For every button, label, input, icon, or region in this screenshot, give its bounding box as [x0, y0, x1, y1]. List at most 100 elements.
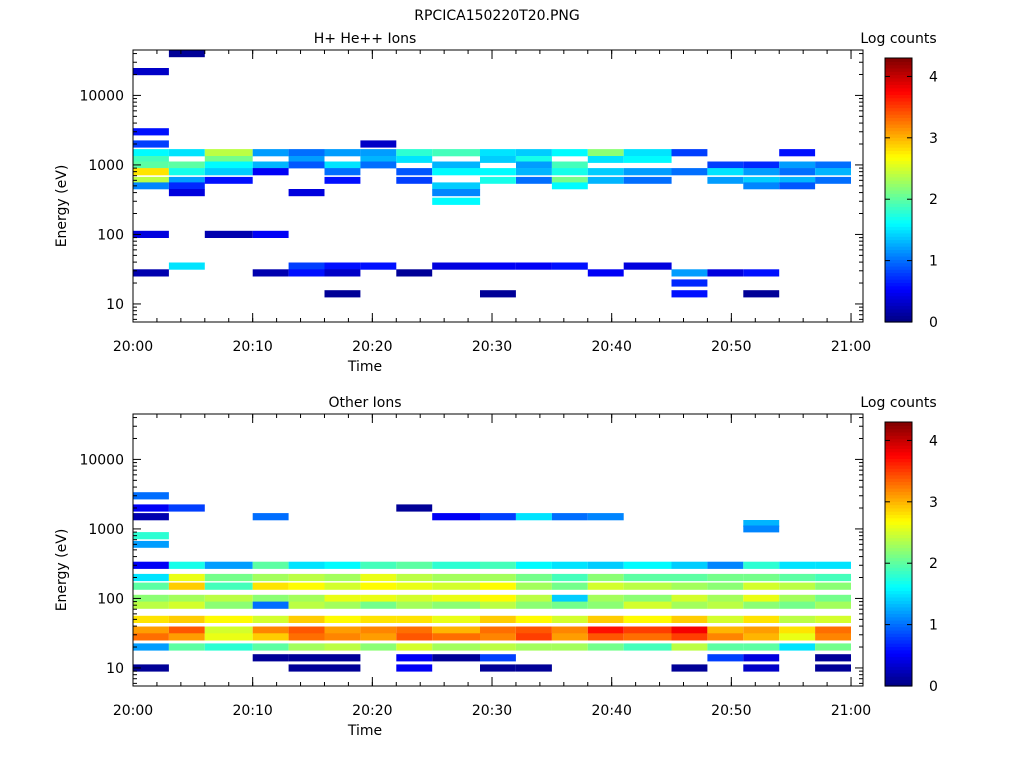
heatmap-cell [288, 582, 325, 590]
heatmap-cell [623, 149, 672, 157]
panel-title: Other Ions [328, 395, 401, 411]
colorbar-segment [885, 74, 912, 79]
colorbar-segment [885, 517, 912, 522]
colorbar-segment [885, 163, 912, 168]
heatmap-cell [252, 643, 289, 651]
colorbar-label: Log counts [860, 31, 936, 47]
heatmap-cell [671, 615, 708, 623]
heatmap-cell [432, 561, 481, 569]
colorbar-segment [885, 600, 912, 605]
y-tick-label: 100 [97, 227, 124, 243]
colorbar-segment [885, 190, 912, 194]
heatmap-cell [671, 633, 708, 641]
heatmap-cell [324, 290, 361, 298]
heatmap-cell [551, 149, 588, 157]
heatmap-cell [396, 168, 433, 176]
colorbar-segment [885, 232, 912, 237]
colorbar-segment [885, 468, 912, 473]
heatmap-cell [480, 654, 516, 662]
heatmap-cell [432, 626, 481, 634]
colorbar-segment [885, 649, 912, 654]
colorbar-segment [885, 488, 912, 492]
heatmap-cell [671, 168, 708, 176]
heatmap-cell [587, 168, 624, 176]
heatmap-cell [252, 573, 289, 582]
heatmap-cell [779, 643, 816, 651]
heatmap-cell [204, 615, 253, 623]
heatmap-cell [133, 68, 169, 76]
heatmap-cell [743, 168, 780, 176]
colorbar-segment [885, 606, 912, 611]
heatmap-cell [324, 573, 361, 582]
colorbar-segment [885, 124, 912, 128]
colorbar-segment [885, 464, 912, 469]
heatmap-cell [551, 176, 588, 184]
heatmap-cell [168, 50, 205, 58]
heatmap-cell [623, 168, 672, 176]
colorbar-segment [885, 64, 912, 69]
heatmap-cell [587, 513, 624, 521]
heatmap-cell [432, 601, 481, 609]
colorbar-frame [884, 421, 913, 687]
colorbar-segment [885, 458, 912, 463]
colorbar-segment [885, 242, 912, 247]
plot-area [133, 50, 863, 322]
heatmap-cell [396, 176, 433, 184]
heatmap-cell [396, 582, 433, 590]
heatmap-cell [252, 161, 289, 169]
colorbar-tick-label: 3 [929, 495, 938, 511]
y-tick-label: 10000 [79, 88, 124, 104]
heatmap-cell [623, 601, 672, 609]
heatmap-cell [779, 626, 816, 634]
heatmap-cell [516, 664, 552, 672]
heatmap-cell [360, 643, 397, 651]
heatmap-cell [204, 582, 253, 590]
colorbar-segment [885, 183, 912, 188]
colorbar-segment [885, 471, 912, 476]
heatmap-cell [516, 626, 552, 634]
heatmap-cell [623, 626, 672, 634]
colorbar-tick-label: 1 [929, 618, 938, 634]
colorbar-segment [885, 672, 912, 677]
heatmap-cell [779, 149, 816, 157]
heatmap-cell [168, 168, 205, 176]
colorbar-segment [885, 246, 912, 250]
colorbar-segment [885, 289, 912, 293]
heatmap-cell [360, 626, 397, 634]
heatmap-cell [480, 513, 516, 521]
colorbar-tick-label: 0 [929, 315, 938, 331]
heatmap-cell [324, 664, 361, 672]
heatmap-cell [288, 189, 325, 197]
colorbar-segment [885, 534, 912, 539]
heatmap-cell [252, 230, 289, 238]
heatmap-cell [480, 561, 516, 569]
heatmap-cell [396, 561, 433, 569]
heatmap-cell [743, 633, 780, 641]
colorbar-segment [885, 282, 912, 287]
colorbar-segment [885, 540, 912, 545]
colorbar-segment [885, 643, 912, 647]
heatmap-cell [288, 594, 325, 602]
heatmap-cell [779, 168, 816, 176]
heatmap-cell [396, 269, 433, 277]
heatmap-cell [133, 269, 169, 277]
heatmap-cell [779, 176, 816, 184]
colorbar-segment [885, 170, 912, 175]
heatmap-cell [252, 654, 289, 662]
heatmap-cell [360, 573, 397, 582]
heatmap-cell [288, 269, 325, 277]
heatmap-cell [396, 615, 433, 623]
colorbar-segment [885, 150, 912, 155]
heatmap-cell [815, 601, 851, 609]
heatmap-cell [551, 594, 588, 602]
heatmap-cell [360, 149, 397, 157]
heatmap-cell [324, 176, 361, 184]
colorbar-segment [885, 491, 912, 496]
heatmap-cell [779, 573, 816, 582]
colorbar-segment [885, 81, 912, 85]
heatmap-cell [551, 182, 588, 190]
heatmap-cell [480, 290, 516, 298]
heatmap-cell [815, 615, 851, 623]
colorbar-segment [885, 117, 912, 122]
